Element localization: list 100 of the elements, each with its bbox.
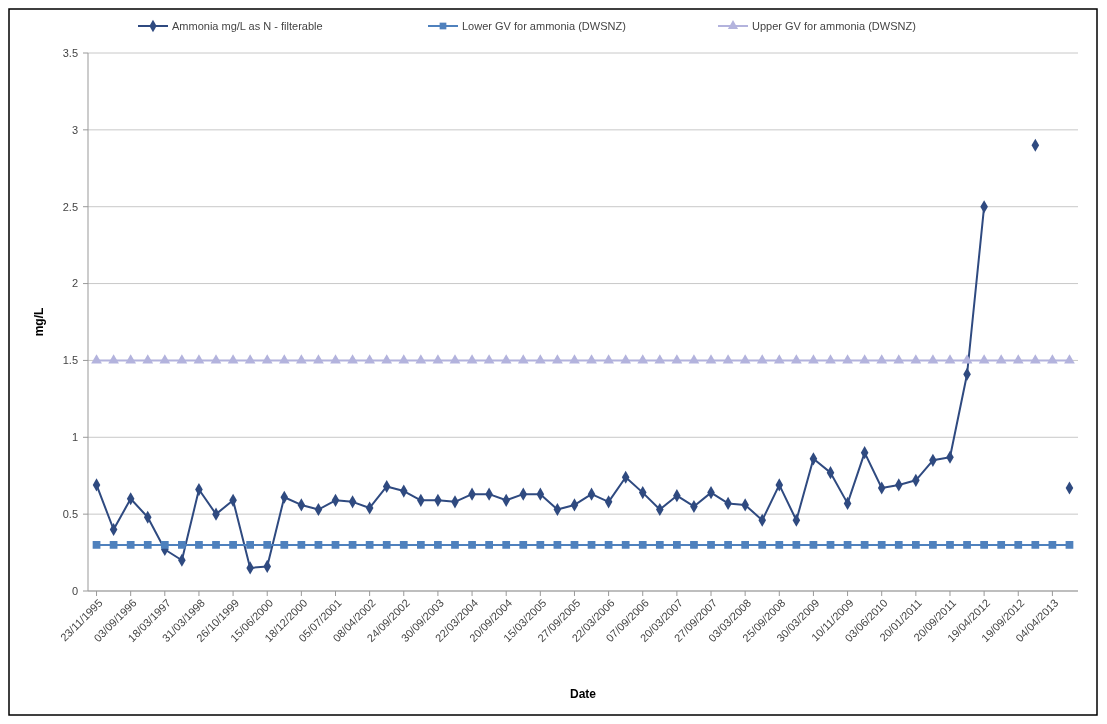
point (707, 541, 715, 549)
point (688, 354, 700, 364)
point (160, 541, 169, 549)
point (502, 541, 511, 549)
legend-label: Ammonia mg/L as N - filterable (172, 19, 323, 32)
point (176, 354, 188, 364)
point (859, 354, 871, 364)
point (604, 541, 613, 549)
point (586, 354, 597, 364)
point (980, 541, 988, 549)
point (278, 354, 290, 364)
point (398, 354, 410, 364)
point (415, 354, 427, 364)
point (638, 541, 647, 549)
point (313, 354, 324, 364)
point (434, 541, 442, 549)
point (178, 541, 186, 549)
point (569, 354, 580, 364)
y-tick-label: 2 (71, 277, 78, 290)
point (843, 541, 852, 549)
point (382, 541, 391, 549)
point (365, 541, 374, 549)
point (995, 354, 1007, 364)
y-tick-label: 3.5 (62, 46, 78, 59)
point (620, 354, 632, 364)
point (1029, 354, 1041, 364)
point (808, 354, 819, 364)
point (944, 354, 956, 364)
point (483, 354, 495, 364)
point (126, 541, 135, 549)
y-tick-label: 2.5 (62, 200, 78, 213)
point (143, 541, 152, 549)
point (587, 541, 596, 549)
point (109, 541, 118, 549)
point (91, 354, 102, 364)
point (553, 541, 562, 549)
point (210, 354, 222, 364)
point (449, 354, 461, 364)
y-tick-label: 3 (71, 123, 78, 136)
point (536, 541, 545, 549)
point (416, 541, 425, 549)
point (654, 354, 666, 364)
point (826, 541, 835, 549)
y-axis-title: mg/L (32, 307, 46, 337)
point (961, 354, 973, 364)
point (690, 541, 698, 549)
point (552, 354, 563, 364)
point (159, 354, 171, 364)
point (876, 354, 888, 364)
point (280, 541, 289, 549)
point (142, 354, 154, 364)
point (825, 354, 836, 364)
point (108, 354, 119, 364)
point (212, 541, 220, 549)
legend-label: Upper GV for ammonia (DWSNZ) (752, 19, 916, 32)
point (517, 354, 529, 364)
point (809, 541, 818, 549)
point (929, 541, 937, 549)
point (485, 541, 493, 549)
y-tick-label: 1.5 (62, 354, 78, 367)
point (295, 354, 307, 364)
point (1047, 354, 1058, 364)
point (655, 541, 664, 549)
point (331, 541, 340, 549)
point (724, 541, 732, 549)
point (1012, 354, 1024, 364)
point (911, 541, 920, 549)
point (673, 541, 681, 549)
point (364, 354, 376, 364)
point (722, 354, 734, 364)
point (758, 541, 767, 549)
point (297, 541, 306, 549)
point (978, 354, 990, 364)
point (603, 354, 614, 364)
point (330, 354, 341, 364)
point (451, 541, 459, 549)
point (314, 541, 323, 549)
point (534, 354, 546, 364)
point (244, 354, 256, 364)
point (741, 541, 750, 549)
x-axis-title: Date (569, 687, 597, 701)
point (227, 354, 239, 364)
point (927, 354, 939, 364)
point (739, 354, 751, 364)
point (893, 354, 905, 364)
point (519, 541, 528, 549)
point (946, 541, 954, 549)
point (1065, 541, 1074, 549)
point (1014, 541, 1023, 549)
point (399, 541, 408, 549)
point (246, 541, 255, 549)
y-tick-label: 0 (71, 584, 78, 597)
point (229, 541, 237, 549)
y-tick-label: 1 (71, 431, 78, 444)
point (621, 541, 630, 549)
point (261, 354, 273, 364)
point (468, 541, 476, 549)
point (570, 541, 579, 549)
point (756, 354, 768, 364)
point (500, 354, 512, 364)
